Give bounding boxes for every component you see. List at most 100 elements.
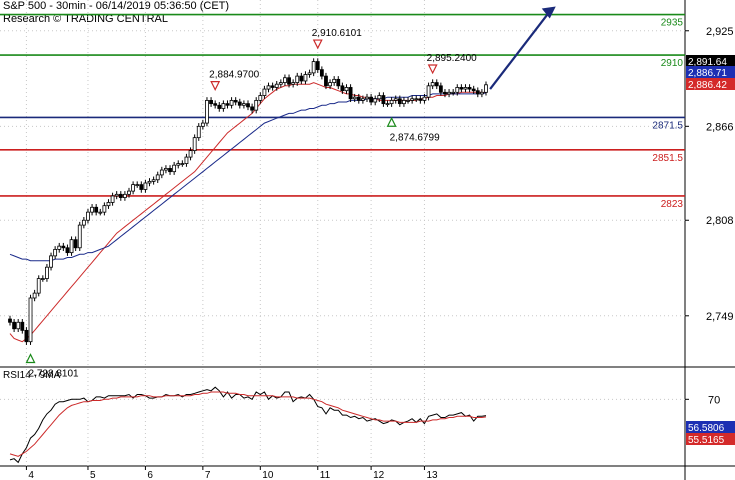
time-tick-label: 11 <box>320 470 331 480</box>
candle-body <box>139 184 144 190</box>
candle-body <box>45 266 49 279</box>
candle-body <box>16 321 21 330</box>
candle-body <box>283 77 287 83</box>
candle-body <box>151 179 156 182</box>
candle-body <box>188 150 193 158</box>
candle-body <box>196 125 201 139</box>
candle-body <box>348 87 353 100</box>
candle-body <box>479 91 484 95</box>
price-tag-label: 2,886.71 <box>688 68 727 79</box>
moving-average-line <box>9 82 487 343</box>
candle-body <box>28 297 33 343</box>
candle-body <box>57 245 62 250</box>
candle-body <box>307 72 312 75</box>
candle-body <box>332 78 337 83</box>
candle-body <box>94 206 99 213</box>
candle-body <box>397 98 402 105</box>
candle-body <box>274 83 279 88</box>
price-tick-label: 2,925 <box>706 26 734 38</box>
candle-body <box>250 106 255 111</box>
candle-body <box>410 98 415 101</box>
price-tag-label: 2,891.64 <box>688 57 727 68</box>
candle-body <box>434 82 439 87</box>
candle-body <box>389 100 394 105</box>
swing-low-marker <box>386 116 397 127</box>
candle-body <box>32 292 37 299</box>
candle-body <box>385 103 390 106</box>
candle-body <box>205 100 209 124</box>
candle-body <box>344 87 349 92</box>
price-tag <box>686 78 735 90</box>
level-label: 2935 <box>661 18 684 29</box>
candle-body <box>12 321 17 330</box>
candle-body <box>73 239 78 249</box>
candle-body <box>266 85 271 90</box>
candle-body <box>402 100 406 105</box>
swing-low-label: 2,874.6799 <box>390 132 440 143</box>
candle-body <box>213 103 218 106</box>
candle-body <box>225 103 230 106</box>
candle-body <box>81 219 86 226</box>
candle-body <box>237 101 242 106</box>
candle-body <box>381 95 386 105</box>
candle-body <box>254 100 259 111</box>
candle-body <box>20 321 25 331</box>
candle-body <box>24 329 29 343</box>
candle-body <box>336 78 341 87</box>
candle-body <box>192 137 197 152</box>
candle-body <box>209 100 213 105</box>
swing-high-marker <box>312 39 323 50</box>
rsi-tick-label: 70 <box>708 394 720 406</box>
candle-body <box>246 103 250 108</box>
candle-body <box>53 248 58 257</box>
candle-body <box>426 85 431 98</box>
time-tick-label: 6 <box>147 470 153 480</box>
candle-body <box>360 98 365 101</box>
candle-body <box>311 61 316 74</box>
price-tag <box>686 55 735 67</box>
candle-body <box>229 100 234 106</box>
level-label: 2823 <box>661 199 684 210</box>
candle-body <box>110 195 115 203</box>
candle-body <box>40 278 45 280</box>
candle-body <box>176 163 181 166</box>
swing-high-label: 2,910.6101 <box>312 28 362 39</box>
swing-high-marker <box>210 80 221 91</box>
candle-body <box>451 91 456 94</box>
candle-body <box>155 174 160 181</box>
swing-high-label: 2,895.2400 <box>427 53 477 64</box>
time-tick-label: 13 <box>426 470 438 480</box>
candle-body <box>484 84 488 93</box>
chart-header-source: Research © TRADING CENTRAL <box>3 13 168 25</box>
swing-high-marker <box>427 64 438 75</box>
rsi-title: RSI14 - 9MA <box>3 370 61 381</box>
candle-body <box>340 85 345 92</box>
candle-body <box>8 318 12 323</box>
rsi-ma-line <box>9 391 487 457</box>
candle-body <box>438 85 443 93</box>
candle-body <box>455 87 460 93</box>
candle-body <box>184 156 189 164</box>
candle-body <box>295 75 300 83</box>
candle-body <box>418 98 423 101</box>
candle-body <box>393 98 398 101</box>
candle-body <box>475 90 480 95</box>
candle-body <box>180 163 185 165</box>
level-label: 2910 <box>661 58 684 69</box>
candle-body <box>443 91 447 95</box>
rsi-tag-label: 56.5806 <box>688 423 725 434</box>
rsi-tag <box>686 421 735 433</box>
candle-body <box>200 122 205 127</box>
price-tick-label: 2,866 <box>706 121 734 133</box>
candle-body <box>430 82 435 87</box>
rsi-line <box>9 386 487 464</box>
candle-body <box>278 82 283 85</box>
candle-body <box>143 182 148 190</box>
candle-body <box>324 75 328 87</box>
candle-body <box>77 224 82 249</box>
candle-body <box>471 88 476 92</box>
swing-high-label: 2,884.9700 <box>209 70 259 81</box>
candle-body <box>233 100 238 103</box>
price-tick-label: 2,749 <box>706 311 734 323</box>
